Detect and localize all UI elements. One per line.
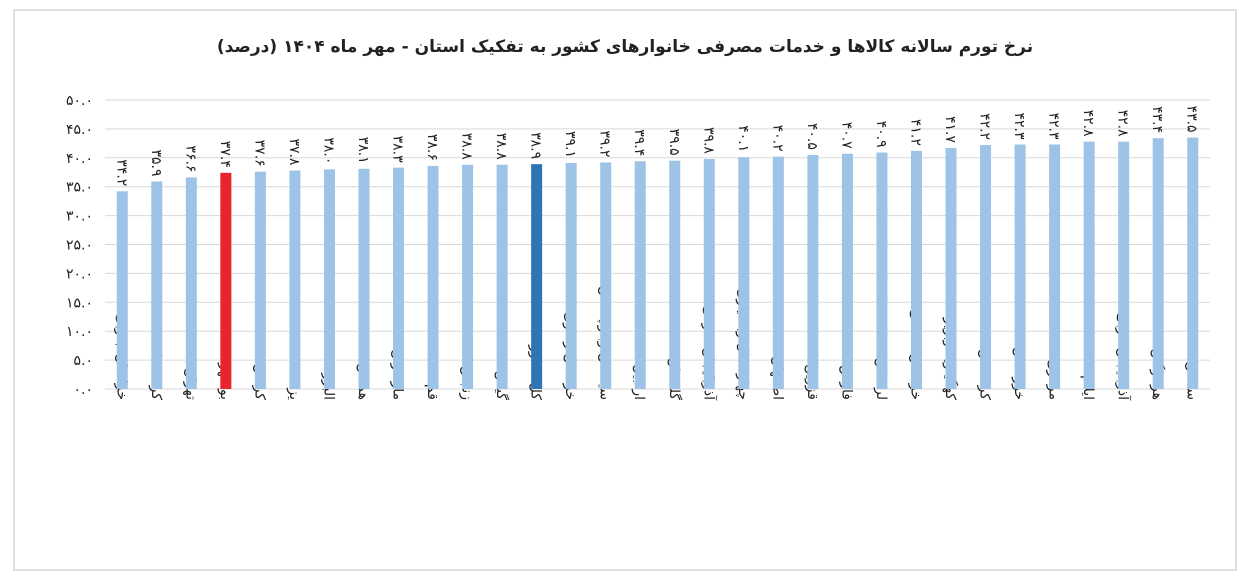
data-label: ۴۰.۲ — [769, 125, 785, 152]
bar — [323, 169, 335, 389]
bar — [910, 150, 922, 389]
data-label: ۳۷.۴ — [217, 141, 233, 168]
y-tick-label: ۳۵.۰ — [66, 180, 93, 196]
y-tick-label: ۱۰.۰ — [66, 324, 93, 340]
data-label: ۴۱.۷ — [942, 116, 958, 143]
bar — [565, 163, 577, 389]
data-label: ۳۶.۶ — [182, 145, 198, 172]
data-label: ۴۲.۸ — [1080, 110, 1096, 137]
data-label: ۳۹.۲ — [597, 130, 613, 157]
bar — [807, 154, 819, 389]
data-label: ۴۲.۳ — [1046, 112, 1062, 139]
data-label: ۳۴.۲ — [113, 159, 129, 186]
bar — [289, 170, 301, 389]
data-label: ۴۳.۴ — [1149, 106, 1165, 133]
bar — [358, 168, 370, 389]
chart-frame — [13, 9, 1237, 571]
data-label: ۳۷.۶ — [251, 140, 267, 167]
data-label: ۳۹.۸ — [700, 127, 716, 154]
data-label: ۳۸.۸ — [493, 133, 509, 160]
bar — [1014, 144, 1026, 389]
data-label: ۳۸.۸ — [459, 133, 475, 160]
data-label: ۳۸.۱ — [355, 137, 371, 164]
y-tick-label: ۲۵.۰ — [66, 238, 93, 254]
bar — [462, 164, 474, 389]
y-tick-label: ۳۰.۰ — [66, 209, 93, 225]
data-label: ۴۰.۷ — [838, 122, 854, 149]
bar — [185, 177, 197, 389]
bar — [669, 160, 681, 389]
data-label: ۳۷.۸ — [286, 139, 302, 166]
bar — [496, 164, 508, 389]
bar — [841, 153, 853, 389]
bar — [393, 167, 405, 389]
bar — [531, 164, 543, 389]
data-label: ۴۲.۲ — [977, 113, 993, 140]
bar — [427, 165, 439, 389]
data-label: ۳۵.۹ — [148, 149, 164, 176]
bar — [1049, 144, 1061, 389]
bar — [151, 181, 163, 389]
bar — [876, 152, 888, 389]
bar — [945, 147, 957, 389]
data-label: ۴۰.۹ — [873, 121, 889, 148]
bar — [703, 158, 715, 389]
data-label: ۳۸.۰ — [320, 137, 336, 164]
y-tick-label: ۵۰.۰ — [66, 93, 93, 109]
data-label: ۳۹.۴ — [631, 129, 647, 156]
bar — [220, 172, 232, 389]
y-tick-label: ۱۵.۰ — [66, 295, 93, 311]
data-label: ۳۹.۵ — [666, 129, 682, 156]
y-tick-label: ۵.۰ — [74, 353, 94, 369]
bar — [772, 156, 784, 389]
data-label: ۴۰.۱ — [735, 125, 751, 152]
data-label: ۴۳.۵ — [1184, 106, 1200, 133]
y-tick-label: ۴۰.۰ — [66, 151, 93, 167]
y-tick-label: ۲۰.۰ — [66, 266, 93, 282]
data-label: ۳۸.۳ — [390, 136, 406, 163]
bar — [1118, 141, 1130, 389]
data-label: ۳۹.۱ — [562, 131, 578, 158]
data-label: ۳۸.۶ — [424, 134, 440, 161]
bar — [116, 191, 128, 389]
chart-title: نرخ تورم سالانه کالاها و خدمات مصرفی خان… — [217, 37, 1033, 57]
data-label: ۳۸.۹ — [528, 132, 544, 159]
y-tick-label: ۴۵.۰ — [66, 122, 93, 138]
data-label: ۴۲.۸ — [1115, 110, 1131, 137]
bar — [1187, 137, 1199, 389]
data-label: ۴۰.۵ — [804, 123, 820, 150]
data-label: ۴۱.۲ — [907, 119, 923, 146]
bar — [600, 162, 612, 389]
bar — [1083, 141, 1095, 389]
y-tick-label: ۰.۰ — [74, 382, 94, 398]
bar — [634, 161, 646, 389]
bar — [254, 171, 266, 389]
data-label: ۴۲.۳ — [1011, 112, 1027, 139]
bar — [738, 157, 750, 389]
bar — [1152, 138, 1164, 389]
bar — [980, 145, 992, 389]
